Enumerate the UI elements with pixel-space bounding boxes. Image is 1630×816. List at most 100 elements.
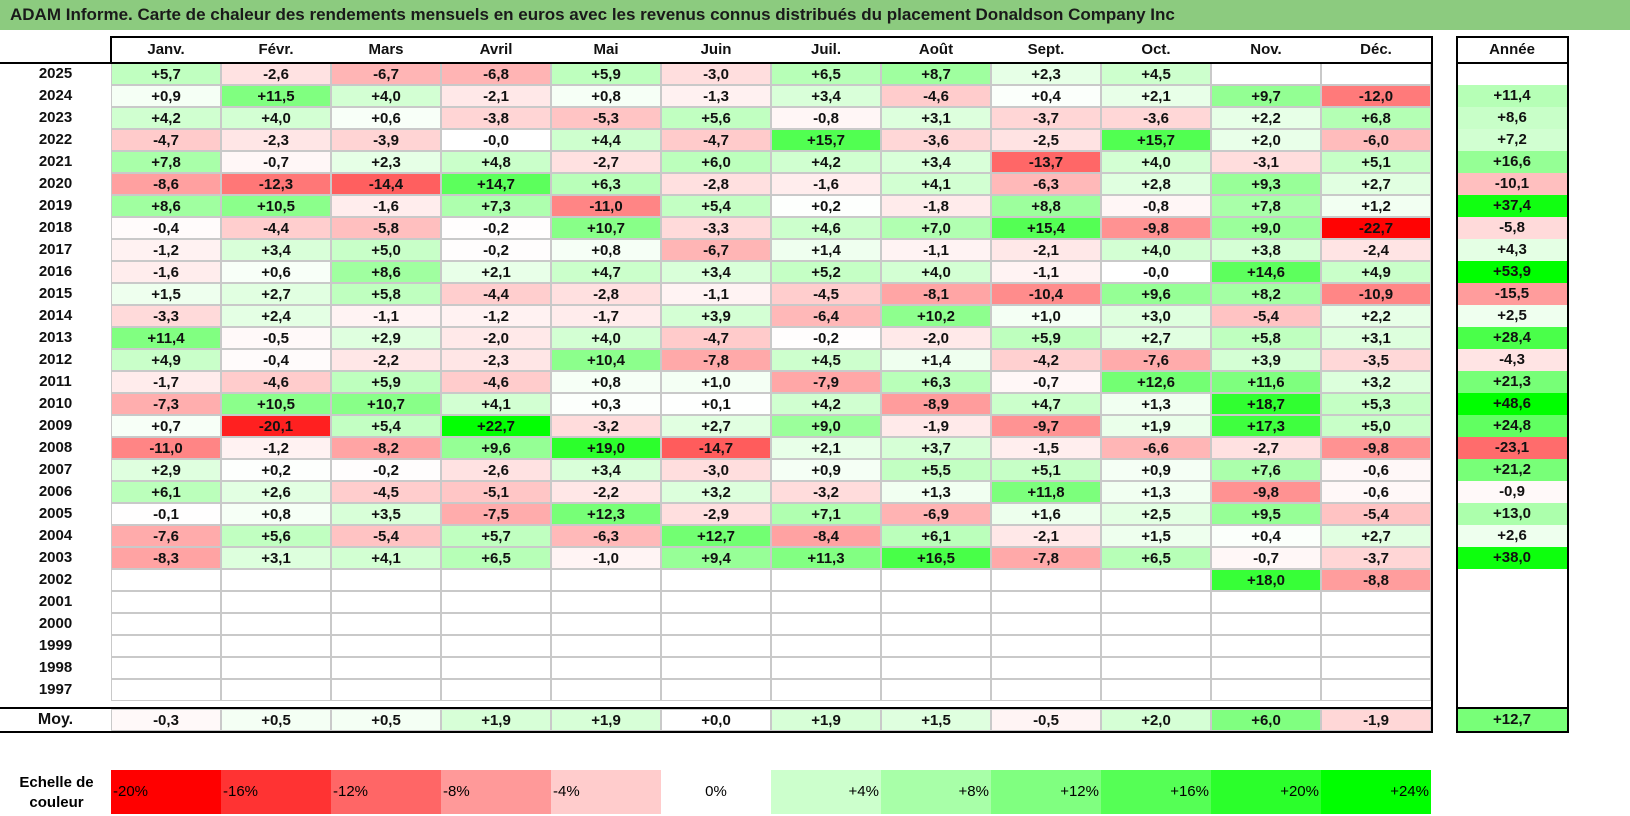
month-header: Juil. — [810, 41, 841, 58]
heatmap-cell: +4,2 — [771, 151, 881, 173]
heatmap-cell: +11,3 — [771, 547, 881, 569]
heatmap-cell — [441, 569, 551, 591]
heatmap-cell: -2,0 — [441, 327, 551, 349]
heatmap-cell: +7,8 — [1211, 195, 1321, 217]
heatmap-cell: +7,1 — [771, 503, 881, 525]
heatmap-cell: +10,7 — [331, 393, 441, 415]
annual-cell: -5,8 — [1457, 217, 1567, 239]
average-annual-cell: +12,7 — [1457, 709, 1567, 731]
heatmap-cell: -4,6 — [881, 85, 991, 107]
annual-cell: +48,6 — [1457, 393, 1567, 415]
heatmap-cell: -6,6 — [1101, 437, 1211, 459]
heatmap-cell: +3,4 — [771, 85, 881, 107]
heatmap-cell: -9,8 — [1211, 481, 1321, 503]
annual-header-divider — [1456, 62, 1569, 64]
heatmap-cell: +0,3 — [551, 393, 661, 415]
year-label: 2013 — [38, 329, 73, 346]
year-label: 2018 — [38, 219, 73, 236]
heatmap-cell: +1,0 — [991, 305, 1101, 327]
month-header: Mai — [593, 41, 619, 58]
average-cell: +1,9 — [551, 709, 661, 731]
heatmap-cell: +7,8 — [111, 151, 221, 173]
month-header: Mars — [368, 41, 404, 58]
month-header: Août — [918, 41, 954, 58]
heatmap-cell: -2,4 — [1321, 239, 1431, 261]
heatmap-cell: +0,8 — [551, 239, 661, 261]
heatmap-cell: -3,0 — [661, 459, 771, 481]
heatmap-cell: +11,4 — [111, 327, 221, 349]
year-label: 2023 — [38, 109, 73, 126]
heatmap-cell — [1321, 679, 1431, 701]
heatmap-cell: +7,0 — [881, 217, 991, 239]
color-scale-step: -20% — [111, 770, 221, 814]
heatmap-cell: -1,3 — [661, 85, 771, 107]
heatmap-cell — [1211, 635, 1321, 657]
annual-cell: +2,6 — [1457, 525, 1567, 547]
heatmap-cell: -1,2 — [111, 239, 221, 261]
heatmap-cell: -0,1 — [111, 503, 221, 525]
heatmap-cell: -0,2 — [771, 327, 881, 349]
heatmap-cell: +2,7 — [221, 283, 331, 305]
heatmap-cell: +0,2 — [221, 459, 331, 481]
annual-cell — [1457, 657, 1567, 679]
heatmap-cell: +5,9 — [551, 63, 661, 85]
heatmap-cell: +1,4 — [771, 239, 881, 261]
heatmap-cell: -14,4 — [331, 173, 441, 195]
heatmap-cell: +5,4 — [661, 195, 771, 217]
year-label: 2022 — [38, 131, 73, 148]
heatmap-cell: -2,2 — [331, 349, 441, 371]
heatmap-cell: -4,5 — [331, 481, 441, 503]
heatmap-cell: -10,9 — [1321, 283, 1431, 305]
heatmap-cell: -3,2 — [771, 481, 881, 503]
annual-cell: +8,6 — [1457, 107, 1567, 129]
heatmap-cell: +4,9 — [1321, 261, 1431, 283]
heatmap-cell: -3,3 — [661, 217, 771, 239]
header-bottom-line — [0, 62, 112, 64]
heatmap-cell: +0,4 — [991, 85, 1101, 107]
heatmap-cell: -4,7 — [111, 129, 221, 151]
heatmap-cell: +3,4 — [881, 151, 991, 173]
heatmap-cell: +10,4 — [551, 349, 661, 371]
heatmap-cell: +0,8 — [221, 503, 331, 525]
heatmap-cell: +0,9 — [1101, 459, 1211, 481]
month-header: Févr. — [258, 41, 294, 58]
heatmap-cell — [771, 635, 881, 657]
heatmap-cell: -1,6 — [771, 173, 881, 195]
heatmap-cell: -1,1 — [661, 283, 771, 305]
annual-cell: +2,5 — [1457, 305, 1567, 327]
color-scale-label: Echelle de couleur — [19, 774, 94, 811]
heatmap-cell: -3,5 — [1321, 349, 1431, 371]
heatmap-cell: +2,1 — [1101, 85, 1211, 107]
heatmap-cell: -2,8 — [551, 283, 661, 305]
heatmap-cell: +0,8 — [551, 85, 661, 107]
heatmap-cell — [221, 591, 331, 613]
heatmap-cell: +3,1 — [221, 547, 331, 569]
heatmap-cell: +6,1 — [111, 481, 221, 503]
heatmap-cell: +4,9 — [111, 349, 221, 371]
heatmap-cell: +5,7 — [111, 63, 221, 85]
heatmap-cell — [441, 591, 551, 613]
annual-cell: +16,6 — [1457, 151, 1567, 173]
heatmap-cell: -6,7 — [331, 63, 441, 85]
heatmap-cell: +2,7 — [1321, 173, 1431, 195]
heatmap-cell: -8,8 — [1321, 569, 1431, 591]
heatmap-cell: +12,7 — [661, 525, 771, 547]
heatmap-cell — [1101, 657, 1211, 679]
heatmap-cell: -2,1 — [991, 525, 1101, 547]
heatmap-cell: -0,0 — [441, 129, 551, 151]
annual-cell: +13,0 — [1457, 503, 1567, 525]
heatmap-cell: +4,1 — [881, 173, 991, 195]
annual-cell: +21,2 — [1457, 459, 1567, 481]
heatmap-cell — [221, 613, 331, 635]
heatmap-cell: -0,8 — [1101, 195, 1211, 217]
annual-cell: -0,9 — [1457, 481, 1567, 503]
heatmap-cell — [441, 657, 551, 679]
heatmap-cell: -6,7 — [661, 239, 771, 261]
heatmap-cell: +4,8 — [441, 151, 551, 173]
heatmap-cell: -6,8 — [441, 63, 551, 85]
year-label: 2015 — [38, 285, 73, 302]
heatmap-cell: -1,1 — [331, 305, 441, 327]
heatmap-cell: +2,1 — [441, 261, 551, 283]
heatmap-cell: -1,2 — [221, 437, 331, 459]
year-column-header: Année — [1489, 41, 1535, 58]
